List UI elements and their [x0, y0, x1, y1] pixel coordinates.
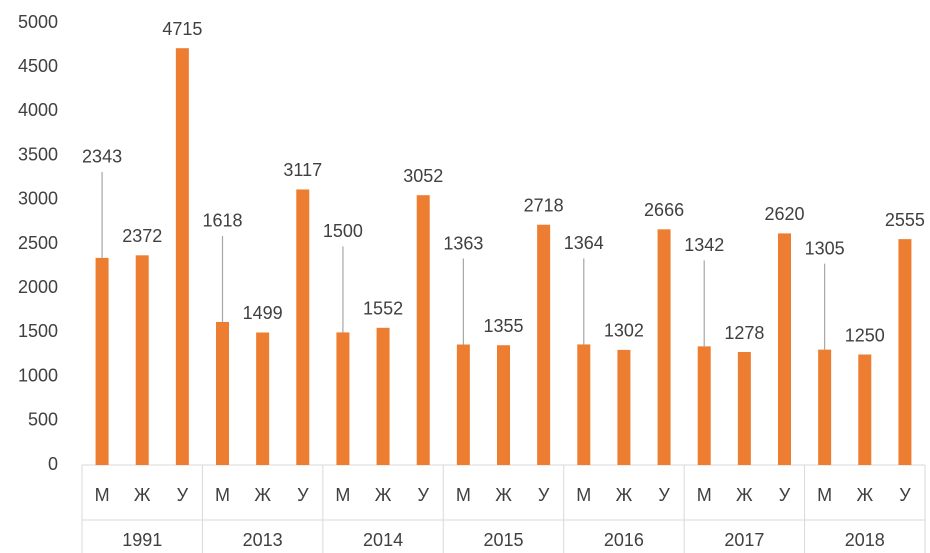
data-label: 2372	[122, 226, 162, 246]
y-tick-label: 0	[48, 454, 58, 474]
x-tick-label: Ж	[134, 485, 151, 505]
bar	[336, 332, 350, 465]
data-label: 1618	[202, 211, 242, 231]
y-tick-label: 500	[28, 410, 58, 430]
x-tick-label: М	[697, 485, 712, 505]
y-tick-label: 1000	[18, 365, 58, 385]
data-label: 3052	[403, 166, 443, 186]
bar	[818, 349, 832, 465]
x-tick-label: Ж	[616, 485, 633, 505]
y-tick-label: 2000	[18, 277, 58, 297]
x-tick-label: Ж	[856, 485, 873, 505]
y-tick-label: 1500	[18, 321, 58, 341]
bar	[216, 321, 229, 465]
group-label: 1991	[122, 530, 162, 550]
data-label: 2343	[82, 147, 122, 167]
x-tick-label: М	[335, 485, 350, 505]
data-label: 1552	[363, 299, 403, 319]
x-tick-label: М	[456, 485, 471, 505]
y-tick-label: 4500	[18, 56, 58, 76]
x-tick-label: У	[297, 485, 309, 505]
bar	[657, 229, 671, 465]
bar	[697, 346, 711, 465]
x-tick-label: У	[538, 485, 550, 505]
group-label: 2016	[604, 530, 644, 550]
bar	[778, 233, 791, 465]
data-label: 1500	[323, 221, 363, 241]
data-label: 1278	[724, 323, 764, 343]
bar	[175, 48, 189, 465]
data-label: 1355	[483, 316, 523, 336]
group-label: 2017	[724, 530, 764, 550]
x-tick-label: М	[817, 485, 832, 505]
x-tick-label: М	[215, 485, 230, 505]
data-label: 3117	[283, 160, 322, 180]
data-label: 2555	[885, 210, 925, 230]
group-label: 2013	[243, 530, 283, 550]
group-label: 2014	[363, 530, 403, 550]
bar	[376, 327, 390, 465]
data-label: 1305	[805, 238, 845, 258]
data-label: 2620	[764, 204, 804, 224]
x-tick-label: Ж	[495, 485, 512, 505]
group-label: 2015	[483, 530, 523, 550]
data-label: 1302	[604, 321, 644, 341]
y-tick-label: 3000	[18, 189, 58, 209]
y-tick-label: 5000	[18, 12, 58, 32]
bar	[858, 354, 872, 465]
bar	[898, 239, 912, 465]
x-tick-label: М	[576, 485, 591, 505]
bar	[537, 224, 551, 465]
data-label: 2718	[524, 195, 564, 215]
data-label: 1363	[443, 233, 483, 253]
y-tick-label: 3500	[18, 144, 58, 164]
data-label: 1364	[564, 233, 604, 253]
x-tick-label: У	[899, 485, 911, 505]
bar	[577, 344, 591, 465]
x-tick-label: Ж	[254, 485, 271, 505]
x-tick-label: Ж	[375, 485, 392, 505]
bar	[95, 257, 109, 465]
x-tick-label: У	[779, 485, 791, 505]
bar	[456, 344, 470, 465]
x-tick-label: У	[177, 485, 189, 505]
y-tick-label: 2500	[18, 233, 58, 253]
data-label: 1250	[845, 325, 885, 345]
data-label: 1499	[243, 303, 283, 323]
group-label: 2018	[845, 530, 885, 550]
data-label: 2666	[644, 200, 684, 220]
bar	[135, 255, 149, 465]
x-tick-label: У	[658, 485, 670, 505]
bar	[617, 349, 631, 465]
data-label: 1342	[684, 235, 724, 255]
bar	[737, 352, 751, 465]
x-tick-label: Ж	[736, 485, 753, 505]
bar	[296, 189, 310, 465]
bar	[497, 345, 510, 465]
bar	[256, 332, 270, 465]
data-label: 4715	[162, 19, 202, 39]
x-tick-label: У	[417, 485, 429, 505]
y-tick-label: 4000	[18, 100, 58, 120]
bar	[416, 195, 430, 466]
x-tick-label: М	[95, 485, 110, 505]
